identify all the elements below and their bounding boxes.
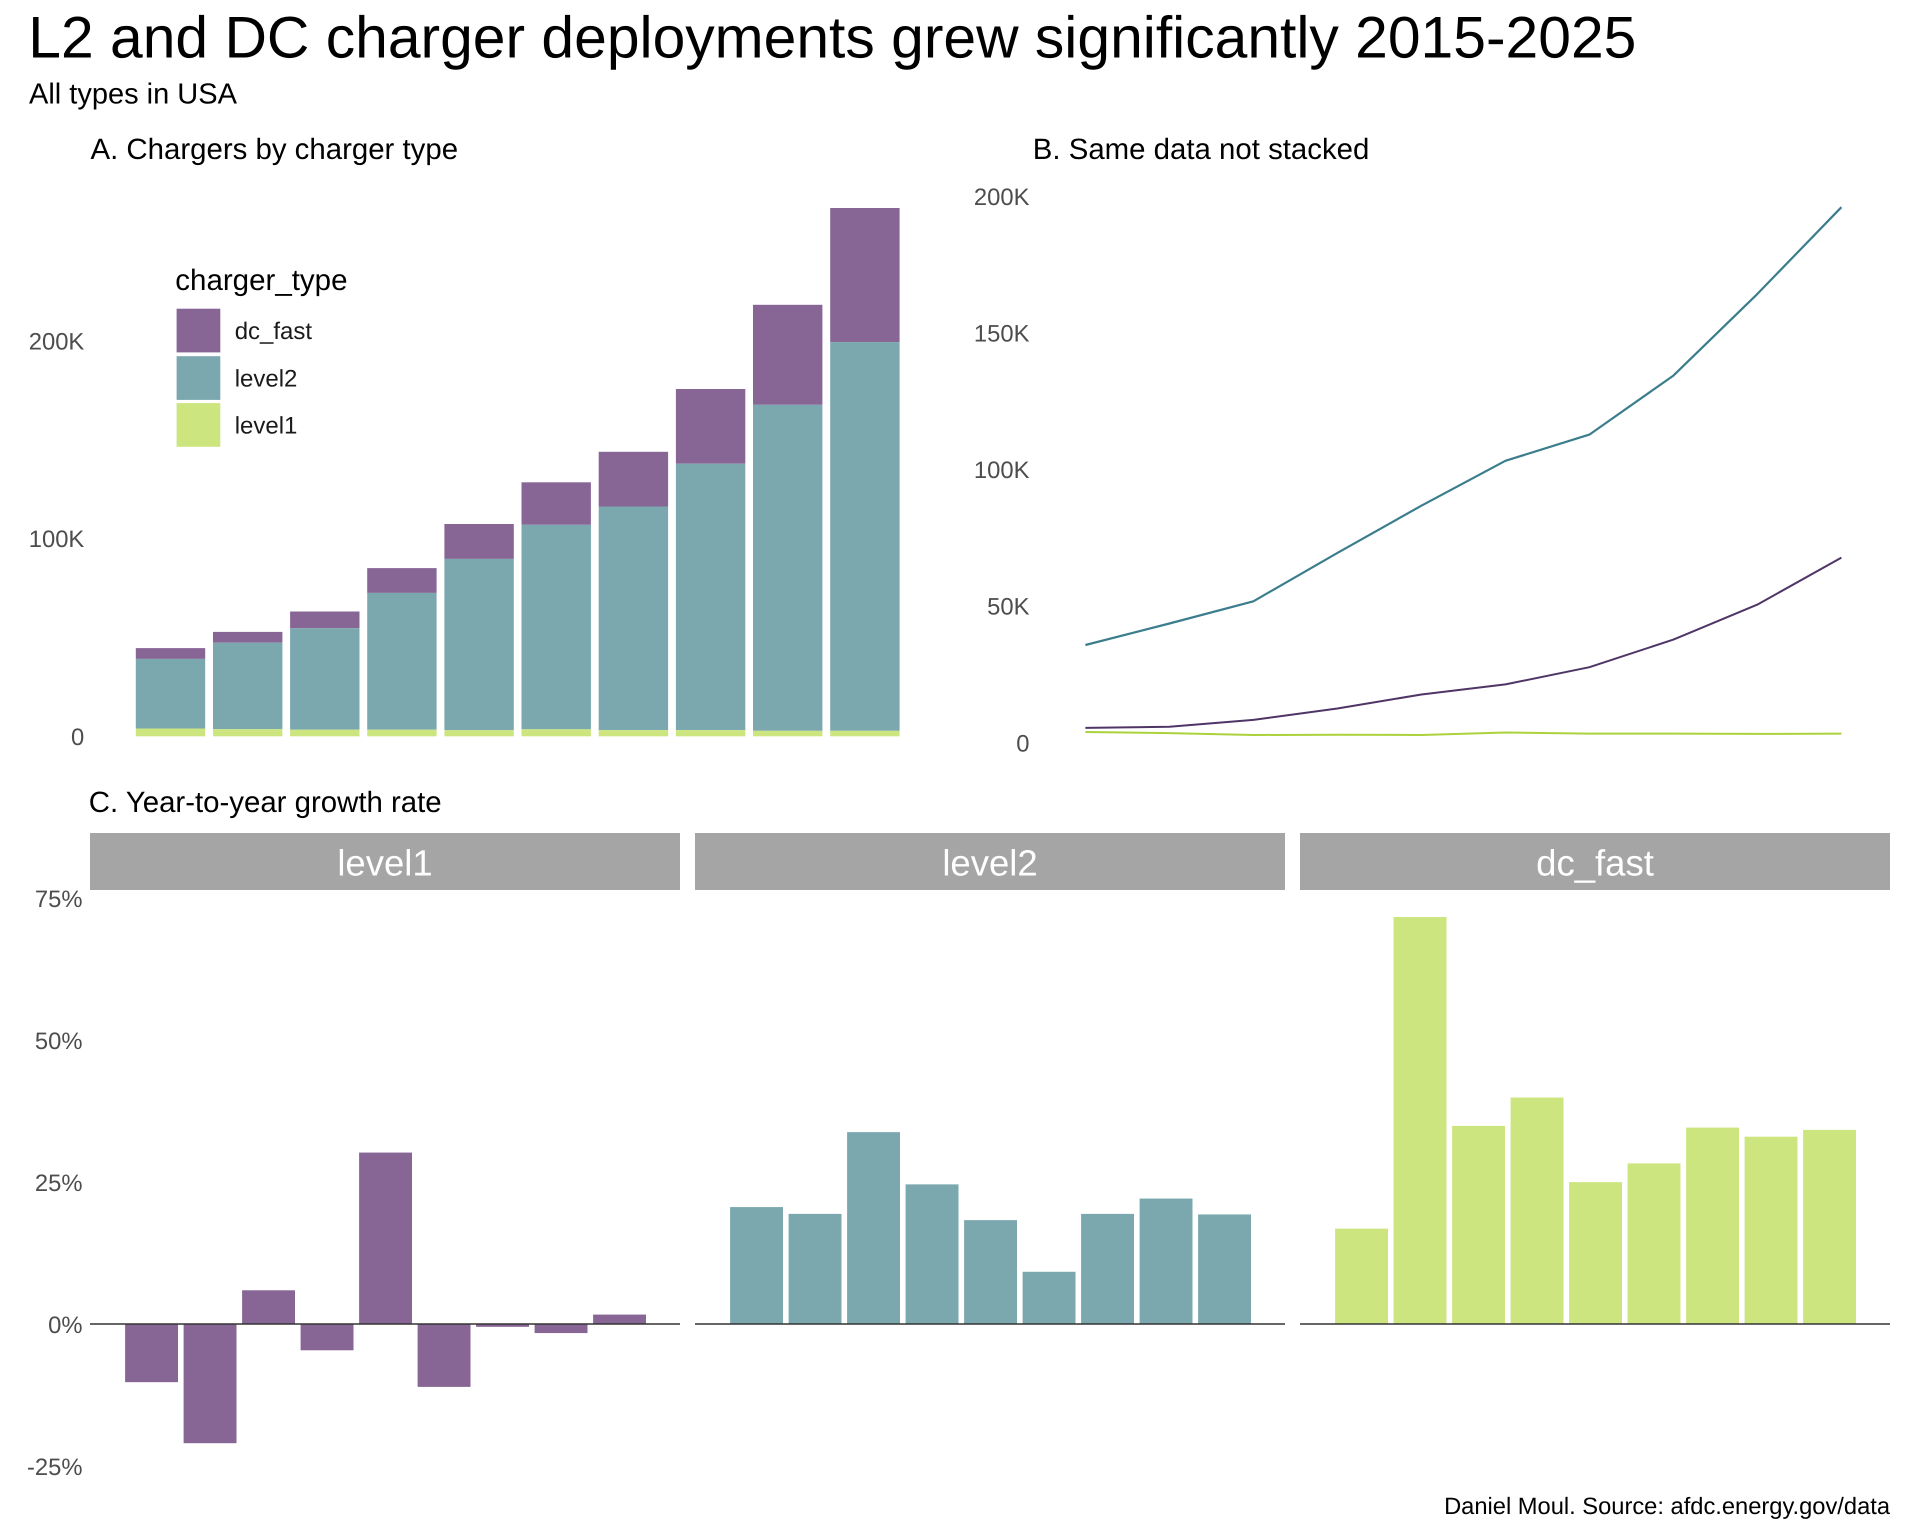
svg-text:50K: 50K xyxy=(987,594,1029,621)
svg-text:C. Year-to-year growth rate: C. Year-to-year growth rate xyxy=(89,786,442,819)
svg-text:level1: level1 xyxy=(235,413,298,440)
svg-text:150K: 150K xyxy=(974,320,1030,347)
svg-text:Daniel Moul. Source: afdc.ener: Daniel Moul. Source: afdc.energy.gov/dat… xyxy=(1444,1494,1891,1520)
svg-text:dc_fast: dc_fast xyxy=(1536,843,1654,884)
svg-text:B. Same data not stacked: B. Same data not stacked xyxy=(1033,133,1370,166)
svg-text:200K: 200K xyxy=(29,329,85,356)
svg-text:All types in USA: All types in USA xyxy=(29,79,238,111)
svg-text:50%: 50% xyxy=(35,1028,83,1055)
svg-text:100K: 100K xyxy=(974,457,1030,484)
svg-text:level1: level1 xyxy=(337,843,432,884)
svg-text:level2: level2 xyxy=(942,843,1037,884)
svg-text:75%: 75% xyxy=(35,886,83,913)
svg-text:0: 0 xyxy=(71,724,84,751)
svg-text:dc_fast: dc_fast xyxy=(235,318,313,345)
svg-text:charger_type: charger_type xyxy=(175,264,347,297)
svg-text:0%: 0% xyxy=(48,1312,82,1339)
svg-text:0: 0 xyxy=(1016,730,1029,757)
svg-text:A. Chargers by charger type: A. Chargers by charger type xyxy=(91,133,459,166)
svg-text:level2: level2 xyxy=(235,366,298,393)
svg-text:L2 and DC charger deployments: L2 and DC charger deployments grew signi… xyxy=(28,6,1636,71)
svg-text:25%: 25% xyxy=(35,1170,83,1197)
svg-text:100K: 100K xyxy=(29,526,85,553)
svg-text:-25%: -25% xyxy=(27,1454,83,1481)
svg-text:200K: 200K xyxy=(974,184,1030,211)
